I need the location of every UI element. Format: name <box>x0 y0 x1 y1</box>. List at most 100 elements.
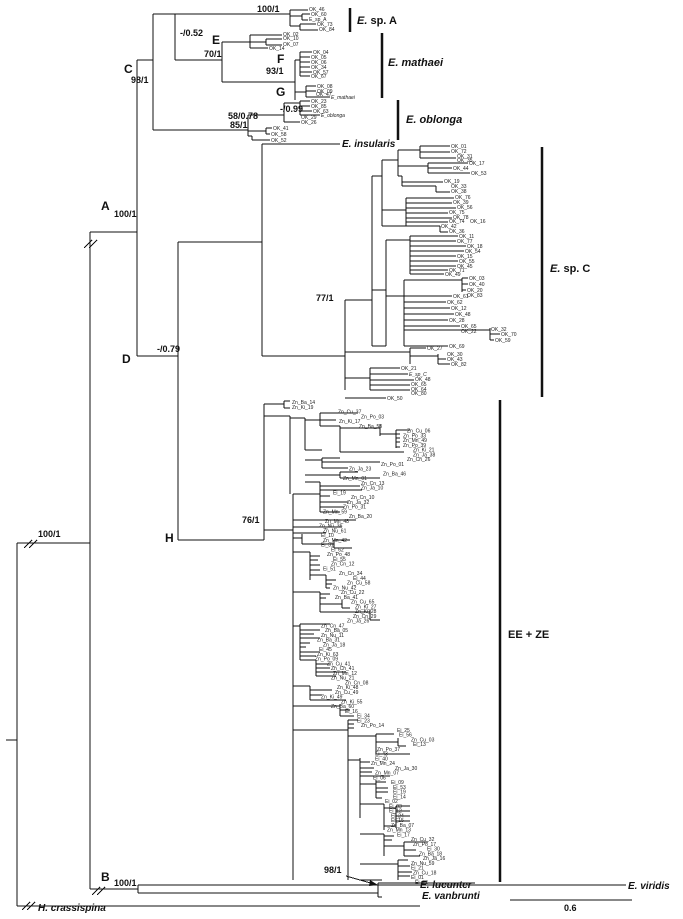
arrow-icon <box>345 875 378 886</box>
leaf-label: Zn_Cu_18 <box>413 871 437 877</box>
node-f: F <box>277 52 284 66</box>
leaf-label: OK_29 <box>301 115 317 121</box>
leaf-label: OK_50 <box>387 396 403 402</box>
label-spa: E. sp. A <box>357 15 397 27</box>
support-f: 93/1 <box>266 66 284 76</box>
node-b: B <box>101 870 110 884</box>
leaf-label: Ei_43 <box>375 752 388 758</box>
leaf-label: Zn_Cu_37 <box>338 410 362 416</box>
leaf-label: Zn_Cn_26 <box>407 457 431 463</box>
leaf-label: OK_84 <box>319 27 335 33</box>
support-obl2: -/0.99 <box>280 104 303 114</box>
node-letters: A B C D E F G H <box>101 33 285 884</box>
leaf-label: OK_58 <box>271 132 287 138</box>
leaf-label: Zn_Ja_30 <box>395 766 417 772</box>
leaf-label: Ei_31 <box>321 543 334 549</box>
leaf-label: Ei_10 <box>321 533 334 539</box>
leaf-label: Zn_Cn_41 <box>331 666 355 672</box>
leaf-label: Ei_02 <box>385 799 398 805</box>
taxon-lucunter: E. lucunter <box>420 880 473 891</box>
leaf-label: OK_49 <box>445 272 461 278</box>
leaf-label: OK_64 <box>411 387 427 393</box>
leaf-label: Zn_Mn_07 <box>375 771 399 777</box>
leaf-label: Zn_Nu_42 <box>333 585 357 591</box>
leaf-label: OK_54 <box>465 249 481 255</box>
leaf-label: OK_21 <box>401 366 417 372</box>
clade-eeze-branches <box>178 400 428 881</box>
leaf-label: Ei_55 <box>333 557 346 563</box>
leaf-label: Zn_Po_31 <box>343 505 366 511</box>
leaf-label: OK_48 <box>415 377 431 383</box>
leaf-label: OK_02 <box>283 32 299 38</box>
leaf-label: OK_76 <box>455 195 471 201</box>
node-a: A <box>101 199 110 213</box>
leaf-label: OK_59 <box>495 338 511 344</box>
leaf-label: Zn_Ki_48 <box>337 685 359 691</box>
leaf-labels-spc: OK_01 OK_72 OK_31 OK_35 OK_17 OK_44 OK_5… <box>387 144 517 402</box>
node-c: C <box>124 62 133 76</box>
branch-break-marks <box>21 239 106 911</box>
support-values: 100/1 100/1 100/1 98/1 -/0.79 -/0.52 100… <box>38 4 342 888</box>
leaf-label: Zn_Ba_46 <box>383 471 406 477</box>
node-g: G <box>276 85 285 99</box>
leaf-label: OK_31 <box>457 154 473 160</box>
support-spa: 100/1 <box>257 4 280 14</box>
support-e: 70/1 <box>204 49 222 59</box>
leaf-label: Zn_Cn_34 <box>339 571 363 577</box>
leaf-label: OK_47 <box>316 92 332 98</box>
scale-bar: 0.6 <box>510 899 632 913</box>
leaf-label: E_mathaei <box>331 95 356 101</box>
leaf-label: OK_65 <box>461 324 477 330</box>
leaf-label: Zn_Cu_49 <box>335 690 359 696</box>
leaf-label: Zn_Nu_36 <box>319 524 343 530</box>
leaf-label: OK_34 <box>311 65 327 71</box>
leaf-label: E_sp_A <box>309 17 327 23</box>
leaf-label: OK_35 <box>457 158 473 164</box>
leaf-label: OK_43 <box>447 357 463 363</box>
leaf-label: Ei_30 <box>427 847 440 853</box>
support-obl1: 58/0.78 <box>228 111 258 121</box>
leaf-label: Ei_14 <box>393 795 406 801</box>
leaf-label: Zn_Cu_22 <box>341 590 365 596</box>
leaf-label: OK_16 <box>470 219 486 225</box>
leaf-label: OK_06 <box>311 60 327 66</box>
taxon-vanbrunti: E. vanbrunti <box>422 891 480 902</box>
leaf-label: Zn_Ki_28 <box>355 609 377 615</box>
leaf-label: Zn_Cu_06 <box>407 429 431 435</box>
leaf-label: OK_42 <box>441 224 457 230</box>
leaf-label: OK_55 <box>459 259 475 265</box>
leaf-label: Zn_Po_14 <box>361 723 384 729</box>
leaf-label: OK_72 <box>451 149 467 155</box>
leaf-label: Zn_Cn_47 <box>321 623 345 629</box>
leaf-label: Ei_13 <box>413 742 426 748</box>
leaf-label: OK_23 <box>311 99 327 105</box>
leaf-label: Zn_Ja_10 <box>361 486 383 492</box>
leaf-label: OK_60 <box>311 12 327 18</box>
leaf-label: OK_19 <box>444 179 460 185</box>
leaf-label: Zn_Ba_31 <box>317 638 340 644</box>
taxon-crassispina: H. crassispina <box>38 903 106 914</box>
leaf-label: Zn_Ki_17 <box>339 419 361 425</box>
leaf-label: Ei_17 <box>397 833 410 839</box>
leaf-labels-clade-c: OK_46 OK_60 E_sp_A OK_73 OK_84 OK_02 OK_… <box>269 7 356 144</box>
leaf-label: Zn_Cu_65 <box>351 600 375 606</box>
terminal-taxa: E. insularis E. lucunter E. viridis E. v… <box>38 139 670 914</box>
leaf-label: OK_80 <box>411 391 427 397</box>
leaf-label: Zn_Ki_19 <box>292 405 314 411</box>
leaf-label: Zn_Ja_38 <box>413 452 435 458</box>
leaf-label: Zn_Po_01 <box>381 462 404 468</box>
clade-bars: E. sp. A E. mathaei E. oblonga E. sp. C … <box>348 8 590 882</box>
leaf-label: Ei_34 <box>357 714 370 720</box>
leaf-label: OK_10 <box>283 36 299 42</box>
leaf-label: OK_71 <box>449 268 465 274</box>
leaf-label: Ei_44 <box>353 576 366 582</box>
leaf-label: OK_65 <box>411 382 427 388</box>
leaf-label: Ei_45 <box>319 647 332 653</box>
leaf-label: OK_20 <box>467 288 483 294</box>
leaf-label: Zn_Ja_26 <box>347 619 369 625</box>
leaf-label: OK_77 <box>457 239 473 245</box>
leaf-label: Zn_Nu_21 <box>331 676 355 682</box>
leaf-label: OK_05 <box>311 55 327 61</box>
leaf-label: OK_04 <box>313 50 329 56</box>
